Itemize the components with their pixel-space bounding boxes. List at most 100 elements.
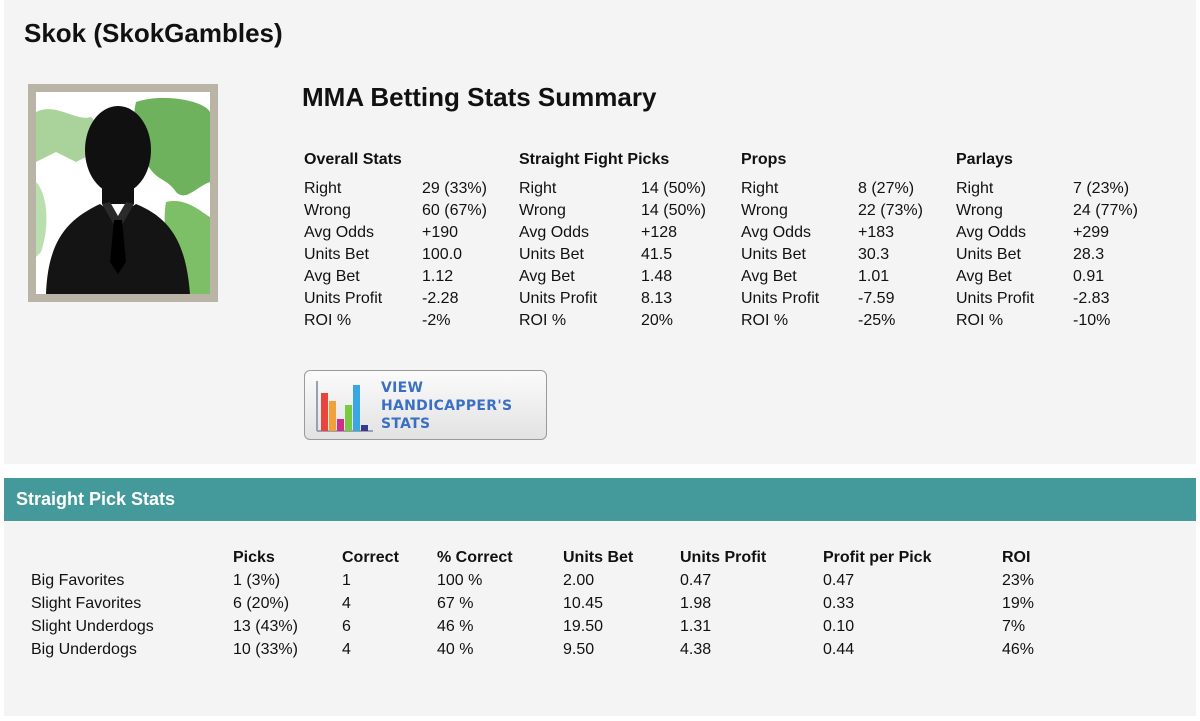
stat-label: Wrong <box>519 202 566 219</box>
stat-row-right: Right 7 (23%) <box>956 178 1129 200</box>
stat-label: Right <box>519 180 557 197</box>
stat-row-roi: ROI % 20% <box>519 310 673 332</box>
stat-label: ROI % <box>741 312 789 329</box>
column-header: Correct <box>342 549 399 566</box>
stat-value: 29 (33%) <box>422 180 487 197</box>
stat-label: Right <box>956 180 994 197</box>
stat-label: ROI % <box>304 312 352 329</box>
stat-row-wrong: Wrong 14 (50%) <box>519 200 706 222</box>
stat-value: 8.13 <box>641 290 673 307</box>
column-header: Units Bet <box>563 549 634 566</box>
stat-row-wrong: Wrong 24 (77%) <box>956 200 1138 222</box>
stat-label: Units Profit <box>956 290 1035 307</box>
straight-fight-picks-column: Straight Fight Picks Right 14 (50%) Wrong… <box>519 150 706 332</box>
table-cell: 0.47 <box>680 572 712 589</box>
column-header: Profit per Pick <box>823 549 932 566</box>
column-header: % Correct <box>437 549 513 566</box>
stat-row-avg-bet: Avg Bet 0.91 <box>956 266 1104 288</box>
stat-value: +128 <box>641 224 678 241</box>
stat-value: +190 <box>422 224 459 241</box>
stat-row-avg-odds: Avg Odds +128 <box>519 222 677 244</box>
stat-value: 1.01 <box>858 268 890 285</box>
stat-label: Right <box>741 180 779 197</box>
stat-value: -7.59 <box>858 290 895 307</box>
table-cell: 0.47 <box>823 572 855 589</box>
stat-label: Avg Bet <box>304 268 360 285</box>
row-label: Big Underdogs <box>31 641 137 658</box>
stat-value: -25% <box>858 312 896 329</box>
stat-label: Avg Odds <box>956 224 1026 241</box>
stat-value: 7 (23%) <box>1073 180 1130 197</box>
stat-value: 28.3 <box>1073 246 1105 263</box>
stat-label: Right <box>304 180 342 197</box>
stat-label: Avg Odds <box>519 224 589 241</box>
stat-value: 60 (67%) <box>422 202 487 219</box>
column-header: Picks <box>233 549 275 566</box>
table-cell: 6 <box>342 618 351 635</box>
table-cell: 1.98 <box>680 595 712 612</box>
row-label: Slight Favorites <box>31 595 142 612</box>
table-cell: 1.31 <box>680 618 712 635</box>
table-cell: 7% <box>1002 618 1026 635</box>
stat-label: ROI % <box>519 312 567 329</box>
stat-label: Units Profit <box>304 290 383 307</box>
view-handicapper-stats-button[interactable]: VIEW HANDICAPPER'S STATS <box>304 370 547 440</box>
handicapper-name: Skok (SkokGambles) <box>24 18 283 48</box>
stat-row-units-bet: Units Bet 41.5 <box>519 244 673 266</box>
stat-label: Units Bet <box>304 246 369 263</box>
stat-row-units-profit: Units Profit -2.83 <box>956 288 1109 310</box>
stat-value: 1.12 <box>422 268 454 285</box>
stat-value: 30.3 <box>858 246 890 263</box>
table-cell: 46 % <box>437 618 474 635</box>
stat-row-units-bet: Units Bet 100.0 <box>304 244 462 266</box>
stat-row-avg-odds: Avg Odds +183 <box>741 222 894 244</box>
stat-value: -2.83 <box>1073 290 1110 307</box>
user-silhouette-icon <box>36 92 210 294</box>
table-cell: 100 % <box>437 572 483 589</box>
stat-value: 0.91 <box>1073 268 1105 285</box>
table-cell: 4 <box>342 595 351 612</box>
straight-pick-stats-header: Straight Pick Stats <box>4 478 1196 521</box>
stat-row-right: Right 29 (33%) <box>304 178 487 200</box>
table-cell: 1 (3%) <box>233 572 281 589</box>
stat-label: Wrong <box>956 202 1003 219</box>
stat-label: Units Profit <box>519 290 598 307</box>
overall-stats-column: Overall Stats Right 29 (33%) Wrong 60 (67%… <box>304 150 487 332</box>
stat-row-avg-odds: Avg Odds +190 <box>304 222 458 244</box>
table-cell: 10 (33%) <box>233 641 298 658</box>
column-header: Units Profit <box>680 549 767 566</box>
row-label: Slight Underdogs <box>31 618 154 635</box>
stat-label: Avg Bet <box>519 268 575 285</box>
stat-value: +299 <box>1073 224 1110 241</box>
row-label: Big Favorites <box>31 572 125 589</box>
column-title: Overall Stats <box>304 151 402 168</box>
table-cell: 19.50 <box>563 618 604 635</box>
stat-label: Avg Bet <box>741 268 797 285</box>
avatar <box>28 84 218 302</box>
stat-label: Avg Odds <box>304 224 374 241</box>
stat-row-roi: ROI % -10% <box>956 310 1110 332</box>
column-header: ROI <box>1002 549 1031 566</box>
table-cell: 1 <box>342 572 351 589</box>
table-cell: 19% <box>1002 595 1035 612</box>
stat-value: -2.28 <box>422 290 459 307</box>
stat-row-roi: ROI % -25% <box>741 310 895 332</box>
stat-row-wrong: Wrong 60 (67%) <box>304 200 487 222</box>
view-button-label[interactable]: VIEW HANDICAPPER'S STATS <box>381 379 512 433</box>
table-cell: 2.00 <box>563 572 595 589</box>
stat-row-avg-odds: Avg Odds +299 <box>956 222 1109 244</box>
stat-value: 20% <box>641 312 674 329</box>
stat-value: -10% <box>1073 312 1111 329</box>
stat-label: ROI % <box>956 312 1004 329</box>
stat-label: Avg Odds <box>741 224 811 241</box>
stat-label: Units Profit <box>741 290 820 307</box>
table-cell: 0.33 <box>823 595 855 612</box>
table-cell: 23% <box>1002 572 1035 589</box>
summary-title: MMA Betting Stats Summary <box>302 82 657 112</box>
stat-value: 41.5 <box>641 246 673 263</box>
column-title: Straight Fight Picks <box>519 151 670 168</box>
stat-value: 24 (77%) <box>1073 202 1138 219</box>
stat-row-right: Right 8 (27%) <box>741 178 914 200</box>
stat-label: Wrong <box>741 202 788 219</box>
stat-row-units-profit: Units Profit -7.59 <box>741 288 894 310</box>
